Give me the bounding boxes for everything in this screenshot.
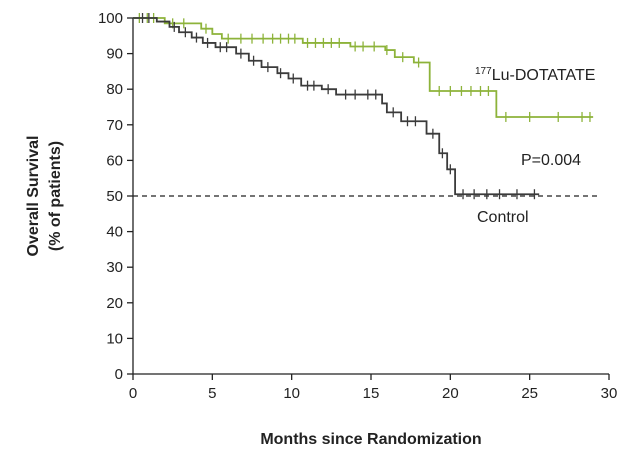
survival-curve — [133, 17, 594, 118]
y-axis-title-line2: (% of patients) — [47, 141, 64, 251]
series-group — [133, 13, 594, 200]
y-tick-label: 10 — [106, 330, 123, 347]
x-tick-label: 15 — [363, 385, 380, 402]
y-tick-label: 60 — [106, 152, 123, 169]
y-tick-label: 80 — [106, 81, 123, 98]
y-tick-label: 50 — [106, 188, 123, 205]
x-tick-label: 5 — [208, 385, 216, 402]
x-axis-title: Months since Randomization — [260, 431, 481, 448]
y-tick-label: 30 — [106, 259, 123, 276]
y-axis-title-line1: Overall Survival — [25, 136, 42, 257]
y-tick-label: 0 — [115, 366, 123, 383]
y-tick-label: 70 — [106, 117, 123, 134]
y-tick-label: 40 — [106, 224, 123, 241]
x-tick-label: 0 — [129, 385, 137, 402]
control-label: Control — [477, 209, 529, 226]
series-label-lu-dotatate: 177Lu-DOTATATE — [475, 66, 595, 84]
x-tick-label: 25 — [521, 385, 538, 402]
series-control — [133, 13, 540, 200]
x-tick-label: 20 — [442, 385, 459, 402]
series-lu-dotatate — [133, 13, 594, 122]
survival-curve — [133, 17, 540, 196]
series-label-superscript: 177 — [475, 66, 492, 77]
series-label-main: Lu-DOTATATE — [492, 67, 596, 84]
y-tick-label: 100 — [98, 10, 123, 27]
ticks: 0 5 10 15 20 25 30 0 10 20 30 40 50 60 70 80 90 100 — [98, 10, 617, 402]
p-value-label: P=0.004 — [521, 152, 581, 169]
y-tick-label: 20 — [106, 295, 123, 312]
x-tick-label: 10 — [283, 385, 300, 402]
y-tick-label: 90 — [106, 46, 123, 63]
x-tick-label: 30 — [601, 385, 618, 402]
